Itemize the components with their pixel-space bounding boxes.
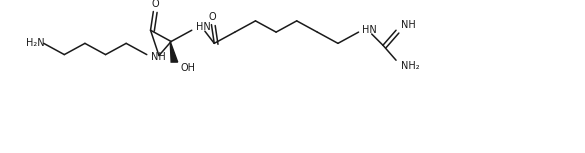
Polygon shape: [170, 41, 178, 62]
Text: NH: NH: [150, 52, 166, 62]
Text: HN: HN: [195, 22, 210, 32]
Text: HN: HN: [362, 25, 377, 35]
Text: NH₂: NH₂: [401, 61, 419, 71]
Text: NH: NH: [401, 20, 415, 30]
Text: H₂N: H₂N: [26, 38, 44, 48]
Text: O: O: [209, 12, 216, 22]
Text: O: O: [152, 0, 159, 9]
Text: OH: OH: [181, 63, 195, 73]
